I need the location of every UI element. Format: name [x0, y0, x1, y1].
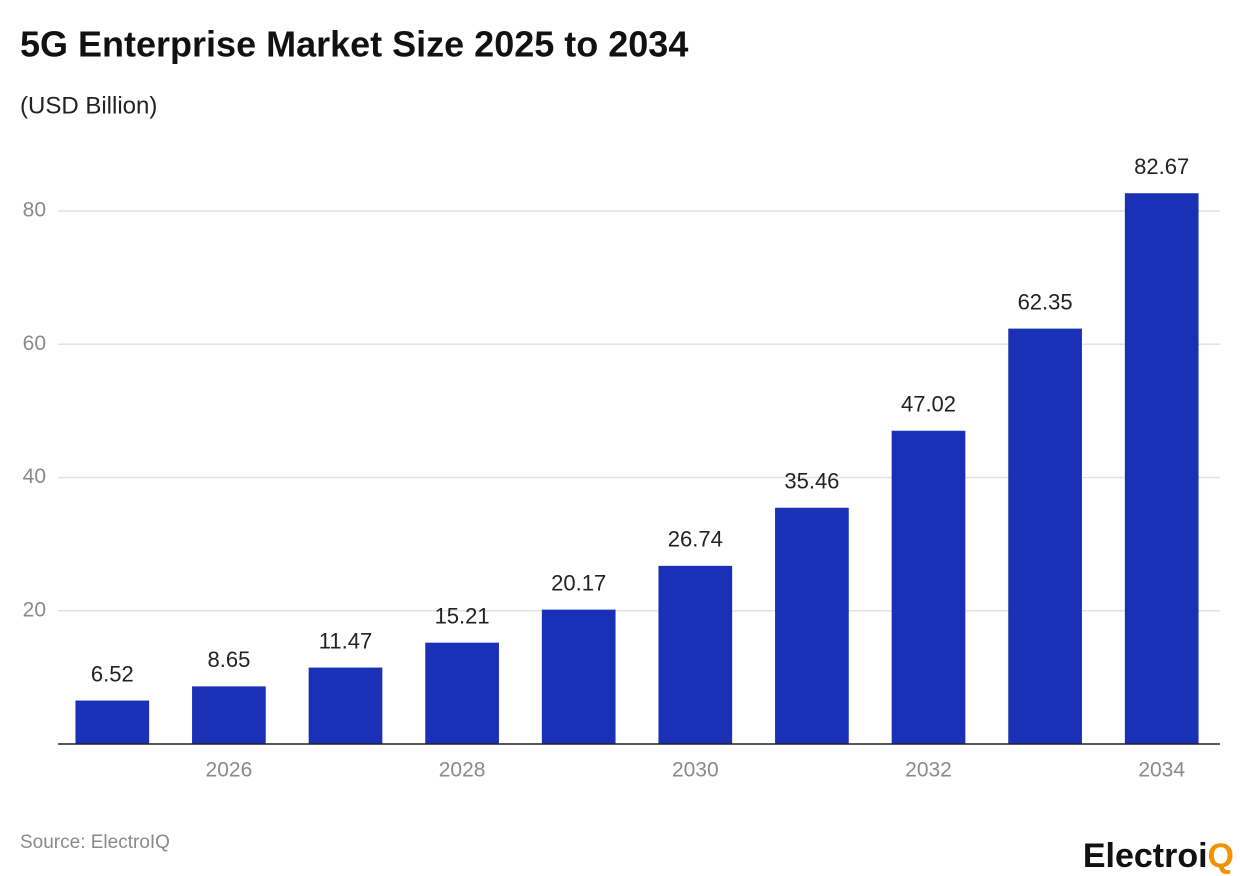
value-label: 47.02: [901, 392, 956, 417]
logo-accent: Q: [1208, 837, 1234, 875]
x-tick-label: 2032: [905, 759, 952, 782]
bar: [308, 667, 383, 744]
chart-subtitle: (USD Billion): [20, 92, 157, 119]
value-label: 6.52: [91, 661, 134, 686]
value-label: 26.74: [668, 527, 723, 552]
bar: [775, 507, 849, 744]
x-tick-label: 2030: [672, 759, 719, 782]
y-tick-label: 60: [23, 332, 46, 355]
y-tick-label: 80: [23, 199, 46, 222]
x-tick-label: 2028: [439, 759, 486, 782]
value-label: 62.35: [1018, 289, 1073, 314]
bar: [75, 700, 150, 744]
y-tick-label: 20: [23, 598, 46, 621]
logo: ElectroiQ: [1083, 837, 1234, 875]
value-label: 35.46: [784, 469, 839, 494]
bar: [891, 430, 966, 744]
value-label: 8.65: [207, 647, 250, 672]
bar: [425, 642, 499, 744]
value-label: 20.17: [551, 570, 606, 595]
x-tick-label: 2026: [206, 759, 253, 782]
x-tick-label: 2034: [1138, 759, 1185, 782]
bar: [658, 565, 733, 744]
chart-title: 5G Enterprise Market Size 2025 to 2034: [20, 24, 688, 65]
logo-main: Electroi: [1083, 837, 1208, 875]
y-tick-label: 40: [23, 465, 46, 488]
source: Source: ElectroIQ: [20, 832, 170, 853]
bar: [1124, 193, 1199, 745]
value-label: 15.21: [435, 603, 490, 628]
value-label: 11.47: [319, 628, 372, 653]
bar: [541, 609, 616, 744]
value-label: 82.67: [1134, 154, 1189, 179]
bar: [1008, 328, 1082, 744]
bar: [192, 686, 266, 744]
